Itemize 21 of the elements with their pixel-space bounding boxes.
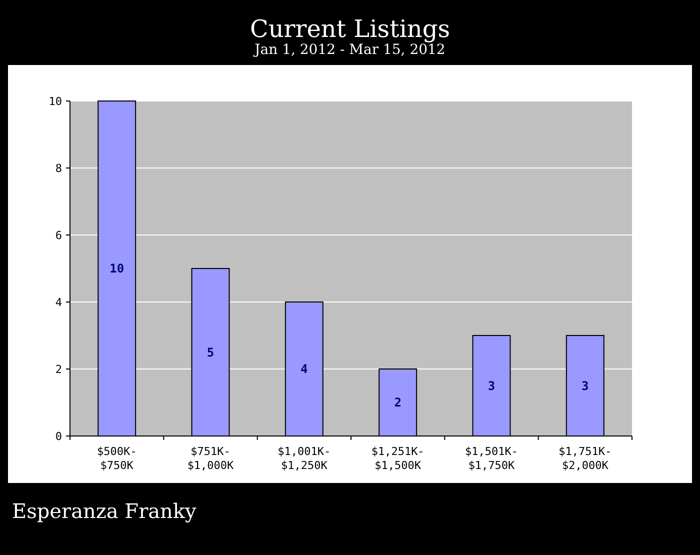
y-tick-label: 10 [48,95,62,108]
x-tick-label: $1,251K- $1,500K [371,445,424,472]
data-label: 2 [394,396,402,410]
x-tick-label: $1,501K- $1,750K [465,445,518,472]
y-tick-label: 0 [55,430,62,443]
data-label: 5 [206,345,214,360]
x-tick-label: $500K- $750K [96,445,137,472]
x-tick-label: $1,001K- $1,250K [278,445,331,472]
data-label: 3 [488,378,496,393]
x-tick-label: $751K- $1,000K [187,445,234,472]
data-label: 3 [582,378,589,393]
text: Esperanza Franky [12,499,198,523]
y-tick-label: 8 [55,162,62,175]
y-tick-label: 2 [55,363,62,376]
chart-subtitle: Jan 1, 2012 - Mar 15, 2012 [252,42,446,58]
y-tick-label: 6 [55,229,62,242]
chart-title: Current Listings [250,15,450,43]
data-label: 4 [300,362,308,376]
x-tick-label: $1,751K- $2,000K [558,445,612,472]
data-label: 10 [110,262,124,276]
y-tick-label: 4 [55,296,62,309]
